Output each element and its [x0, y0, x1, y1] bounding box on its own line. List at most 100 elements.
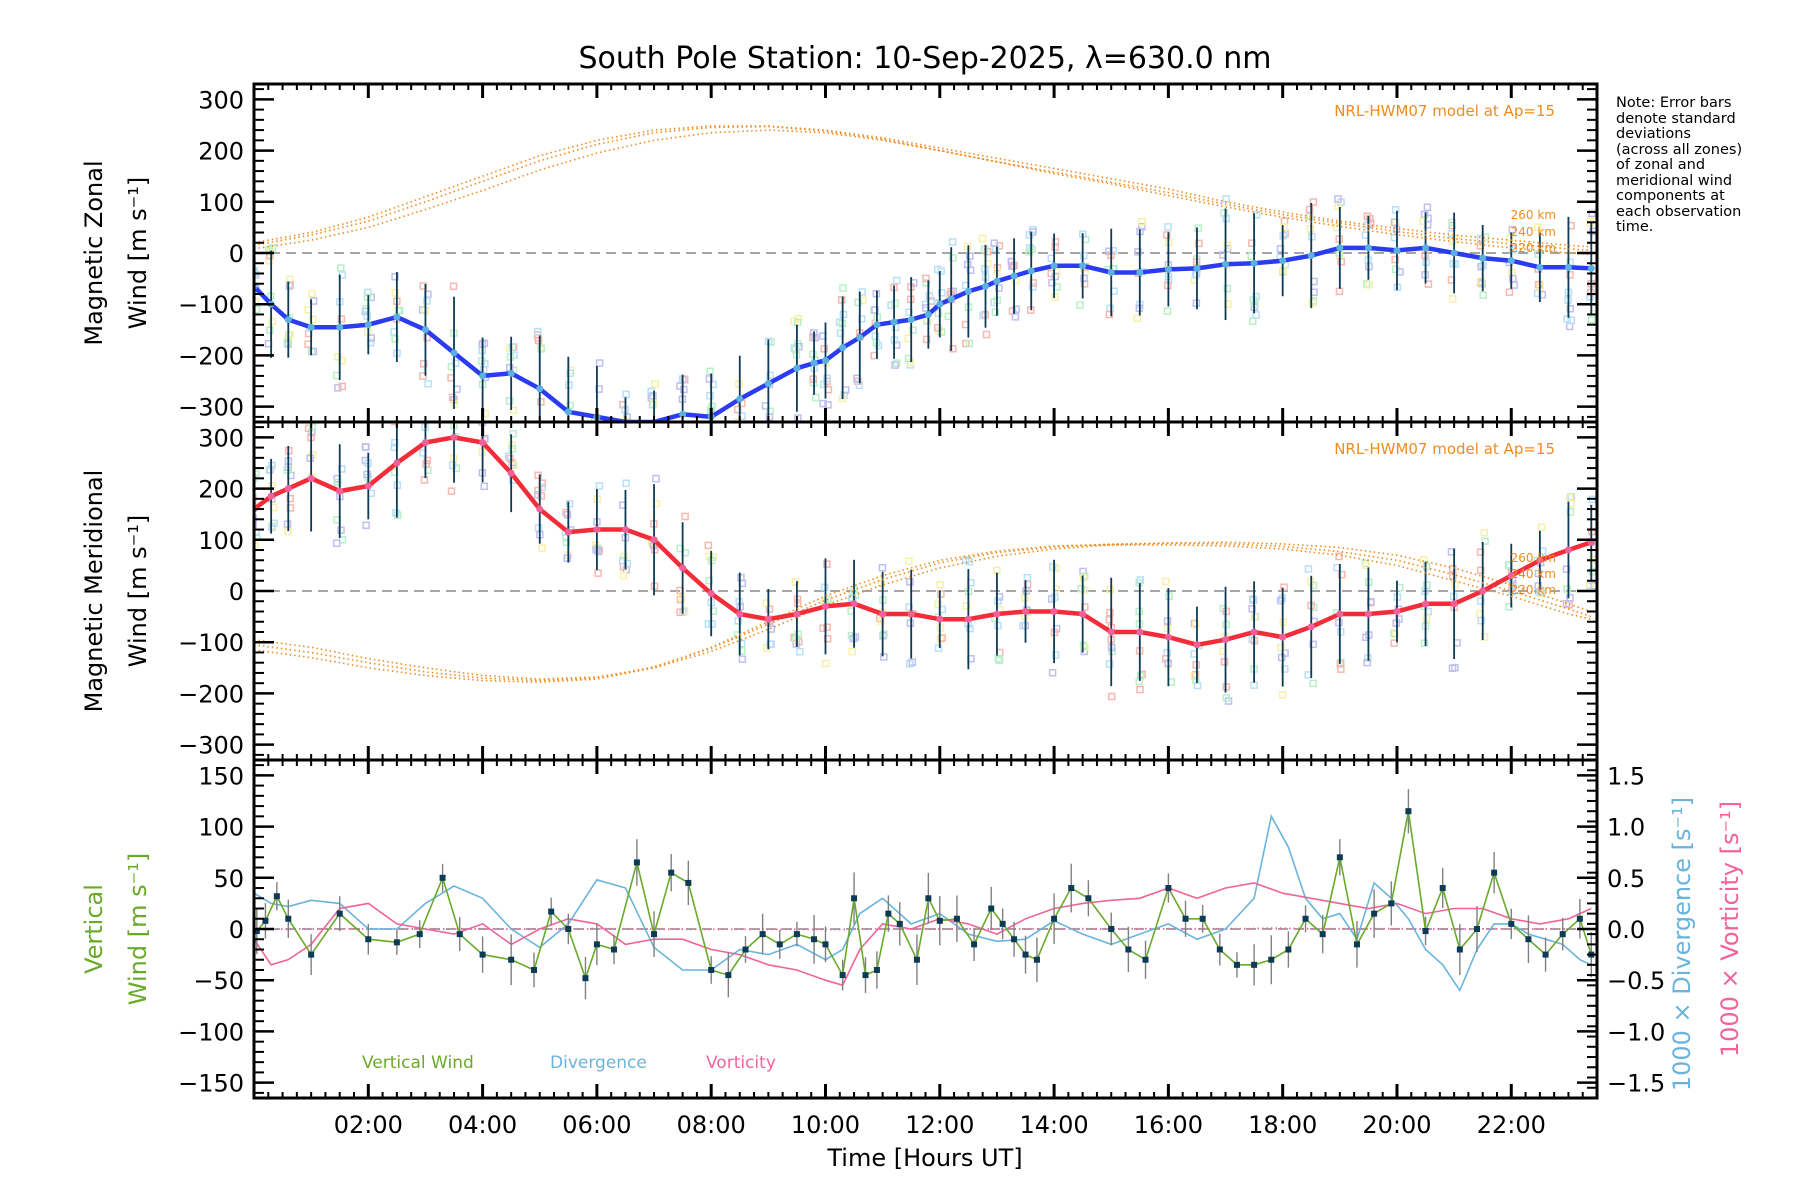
- mean-wind-point: [650, 536, 658, 544]
- zone-sample-marker: [1481, 633, 1489, 641]
- zone-sample-marker: [762, 599, 771, 607]
- zone-sample-marker: [991, 308, 1000, 316]
- zone-sample-marker: [1163, 231, 1171, 239]
- mean-wind-point: [924, 310, 932, 318]
- plot-area-zonal: [254, 125, 1597, 474]
- mean-wind-point: [1336, 244, 1344, 252]
- zone-sample-marker: [993, 566, 1001, 575]
- zone-sample-marker: [537, 492, 546, 500]
- zone-sample-marker: [1280, 217, 1289, 225]
- zone-sample-marker: [796, 647, 804, 656]
- zone-sample-marker: [765, 605, 774, 613]
- zone-sample-marker: [509, 429, 517, 438]
- vertical-wind-point: [611, 946, 618, 953]
- zone-sample-marker: [334, 384, 342, 392]
- zone-sample-marker: [565, 461, 571, 467]
- zone-sample-marker: [1195, 239, 1203, 248]
- zone-sample-marker: [537, 345, 546, 353]
- zone-sample-marker: [391, 438, 399, 447]
- vertical-wind-point: [1388, 900, 1395, 907]
- y-axis-label-line2: Wind [m s⁻¹]: [124, 853, 152, 1005]
- zone-sample-marker: [595, 359, 604, 367]
- x-axis-label: Time [Hours UT]: [826, 1144, 1022, 1172]
- zone-sample-marker: [1051, 651, 1060, 659]
- vertical-wind-point: [971, 941, 978, 948]
- zone-sample-marker: [565, 468, 571, 474]
- zone-sample-marker: [1079, 251, 1088, 260]
- mean-wind-point: [1422, 244, 1430, 252]
- x-tick-label: 16:00: [1134, 1111, 1203, 1139]
- zone-sample-marker: [652, 438, 658, 444]
- zone-sample-marker: [734, 431, 740, 437]
- mean-wind-point: [336, 323, 344, 331]
- y-tick-label: −200: [178, 342, 244, 370]
- right-tick-label: −0.5: [1607, 967, 1665, 995]
- vertical-wind-point: [988, 905, 995, 912]
- zone-sample-marker: [1192, 676, 1200, 685]
- vertical-wind-point: [336, 910, 343, 917]
- vertical-wind-point: [925, 895, 932, 902]
- mean-wind-point: [890, 318, 898, 326]
- mean-wind-point: [936, 300, 944, 308]
- vertical-wind-point: [999, 920, 1006, 927]
- zone-sample-marker: [1566, 271, 1574, 279]
- zone-sample-marker: [1025, 248, 1034, 256]
- vertical-wind-point: [885, 910, 892, 917]
- zone-sample-marker: [1025, 231, 1034, 239]
- zone-sample-marker: [891, 361, 899, 369]
- mean-wind-point: [764, 615, 772, 623]
- zone-sample-marker: [508, 444, 516, 453]
- vertical-wind-point: [365, 936, 372, 943]
- mean-wind-point: [1307, 623, 1315, 631]
- zone-sample-marker: [738, 647, 746, 655]
- mean-wind-point: [982, 282, 990, 290]
- zone-sample-marker: [1136, 685, 1144, 694]
- zone-sample-marker: [1080, 274, 1088, 283]
- zone-sample-marker: [420, 476, 429, 484]
- zone-sample-marker: [854, 298, 862, 307]
- zone-sample-marker: [851, 633, 860, 641]
- zone-sample-marker: [254, 470, 260, 478]
- zone-sample-marker: [1191, 620, 1200, 629]
- vertical-wind-point: [1022, 951, 1029, 958]
- mean-wind-point: [1507, 257, 1515, 265]
- zone-sample-marker: [394, 306, 403, 315]
- model-altitude-label: 240 km: [1511, 225, 1556, 239]
- zone-sample-marker: [651, 380, 659, 388]
- y-tick-label: 0: [229, 240, 244, 268]
- zone-sample-marker: [1105, 660, 1114, 668]
- zone-sample-marker: [679, 432, 685, 438]
- x-tick-label: 18:00: [1248, 1111, 1317, 1139]
- zone-sample-marker: [622, 479, 630, 488]
- zone-sample-marker: [649, 430, 655, 436]
- zone-sample-marker: [1194, 224, 1203, 232]
- zone-sample-marker: [821, 659, 830, 668]
- zone-sample-marker: [1076, 301, 1084, 309]
- mean-wind-point: [1450, 600, 1458, 608]
- zone-sample-marker: [1223, 241, 1232, 249]
- mean-wind-point: [1422, 600, 1430, 608]
- y-axis-label-line1: Magnetic Meridional: [80, 470, 108, 713]
- vertical-wind-point: [742, 946, 749, 953]
- zone-sample-marker: [1363, 658, 1371, 667]
- mean-wind-point: [873, 321, 881, 329]
- zone-sample-marker: [1566, 508, 1575, 516]
- zone-sample-marker: [1424, 280, 1433, 288]
- legend-entry: Vorticity: [706, 1053, 776, 1073]
- legend-entry: Vertical Wind: [362, 1053, 474, 1073]
- zone-sample-marker: [736, 438, 742, 444]
- zone-sample-marker: [734, 617, 743, 625]
- zone-sample-marker: [419, 372, 427, 380]
- zone-sample-marker: [534, 471, 542, 480]
- mean-wind-point: [1364, 610, 1372, 618]
- zone-sample-marker: [423, 333, 431, 342]
- zone-sample-marker: [1390, 639, 1398, 647]
- zone-sample-marker: [565, 499, 574, 508]
- vertical-wind-point: [953, 915, 960, 922]
- zone-sample-marker: [286, 504, 295, 512]
- mean-wind-point: [993, 277, 1001, 285]
- zone-sample-marker: [982, 330, 991, 339]
- zone-sample-marker: [682, 430, 688, 436]
- model-curve-model-220-km: [254, 129, 1592, 256]
- mean-wind-point: [793, 364, 801, 372]
